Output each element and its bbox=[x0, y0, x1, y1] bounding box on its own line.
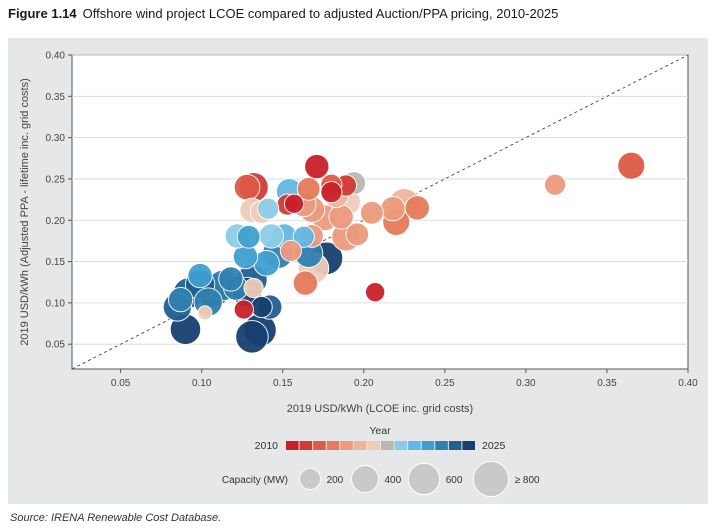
data-point bbox=[279, 239, 302, 262]
data-point bbox=[617, 151, 646, 180]
data-point bbox=[257, 197, 280, 220]
data-point bbox=[292, 225, 315, 248]
figure-title: Figure 1.14 Offshore wind project LCOE co… bbox=[8, 6, 558, 21]
data-point bbox=[187, 263, 213, 289]
year-swatch bbox=[340, 441, 353, 450]
data-point bbox=[168, 286, 194, 313]
data-point bbox=[250, 296, 273, 319]
data-point bbox=[404, 195, 430, 221]
size-legend-label: 600 bbox=[446, 475, 463, 486]
data-point bbox=[320, 181, 343, 204]
data-point bbox=[236, 224, 261, 249]
size-legend-label: ≥ 800 bbox=[515, 475, 540, 486]
year-swatch bbox=[326, 441, 340, 450]
chart-panel: 0.05 0.10 0.15 0.20 0.25 0.30 0.35 0.40 0.05 0.10… bbox=[8, 38, 708, 504]
year-legend-title: Year bbox=[369, 425, 391, 437]
data-point bbox=[235, 320, 269, 354]
data-point bbox=[284, 193, 305, 214]
y-tick-label: 0.15 bbox=[46, 257, 66, 268]
chart-svg: 0.05 0.10 0.15 0.20 0.25 0.30 0.35 0.40 0.05 0.10… bbox=[19, 51, 698, 498]
data-point bbox=[380, 196, 406, 222]
size-legend-circle bbox=[407, 462, 441, 496]
data-point bbox=[345, 222, 370, 247]
year-swatch bbox=[435, 441, 448, 450]
x-tick-label: 0.25 bbox=[435, 378, 455, 389]
y-tick-label: 0.20 bbox=[46, 216, 66, 227]
source-note: Source: IRENA Renewable Cost Database. bbox=[10, 512, 222, 524]
y-axis-label: 2019 USD/kWh (Adjusted PPA - lifetime in… bbox=[19, 78, 31, 346]
data-point bbox=[197, 305, 213, 321]
x-tick-label: 0.30 bbox=[516, 378, 536, 389]
data-point bbox=[233, 299, 254, 320]
year-swatch bbox=[313, 441, 326, 450]
year-swatch bbox=[448, 441, 462, 450]
year-swatch bbox=[286, 441, 299, 450]
x-tick-label: 0.15 bbox=[273, 378, 293, 389]
data-point bbox=[360, 200, 384, 225]
y-tick-label: 0.30 bbox=[46, 133, 66, 144]
y-tick-label: 0.40 bbox=[46, 51, 66, 62]
year-swatch bbox=[381, 441, 394, 450]
figure-number: Figure 1.14 bbox=[8, 6, 77, 21]
y-tick-label: 0.25 bbox=[46, 174, 66, 185]
size-legend-label: 400 bbox=[385, 475, 402, 486]
data-point bbox=[292, 270, 319, 296]
data-point bbox=[544, 173, 567, 196]
data-point bbox=[218, 266, 244, 292]
year-swatch bbox=[462, 441, 475, 450]
size-legend-title: Capacity (MW) bbox=[222, 475, 288, 486]
size-legend-circle bbox=[472, 460, 510, 498]
size-legend-circle bbox=[351, 465, 379, 493]
x-tick-label: 0.40 bbox=[678, 378, 698, 389]
year-legend-start: 2010 bbox=[255, 440, 279, 452]
year-legend-end: 2025 bbox=[482, 440, 506, 452]
y-tick-label: 0.10 bbox=[46, 298, 66, 309]
figure-title-text: Offshore wind project LCOE compared to a… bbox=[82, 6, 559, 21]
year-swatch bbox=[421, 441, 435, 450]
data-point bbox=[296, 177, 321, 201]
year-swatch bbox=[367, 441, 380, 450]
data-point bbox=[365, 282, 386, 303]
year-swatch bbox=[408, 441, 421, 450]
year-swatch bbox=[394, 441, 408, 450]
data-point bbox=[243, 277, 264, 299]
x-tick-label: 0.20 bbox=[354, 378, 374, 389]
x-tick-label: 0.10 bbox=[192, 378, 212, 389]
data-point bbox=[233, 173, 261, 201]
size-legend-label: 200 bbox=[327, 475, 344, 486]
x-tick-label: 0.35 bbox=[597, 378, 617, 389]
year-swatch bbox=[299, 441, 313, 450]
x-axis-label: 2019 USD/kWh (LCOE inc. grid costs) bbox=[287, 403, 473, 415]
y-tick-label: 0.35 bbox=[46, 92, 66, 103]
data-point bbox=[258, 223, 284, 249]
data-point bbox=[304, 153, 330, 180]
size-legend-circle bbox=[298, 467, 322, 491]
y-tick-label: 0.05 bbox=[46, 340, 66, 351]
year-swatch bbox=[353, 441, 367, 450]
x-tick-label: 0.05 bbox=[111, 378, 131, 389]
